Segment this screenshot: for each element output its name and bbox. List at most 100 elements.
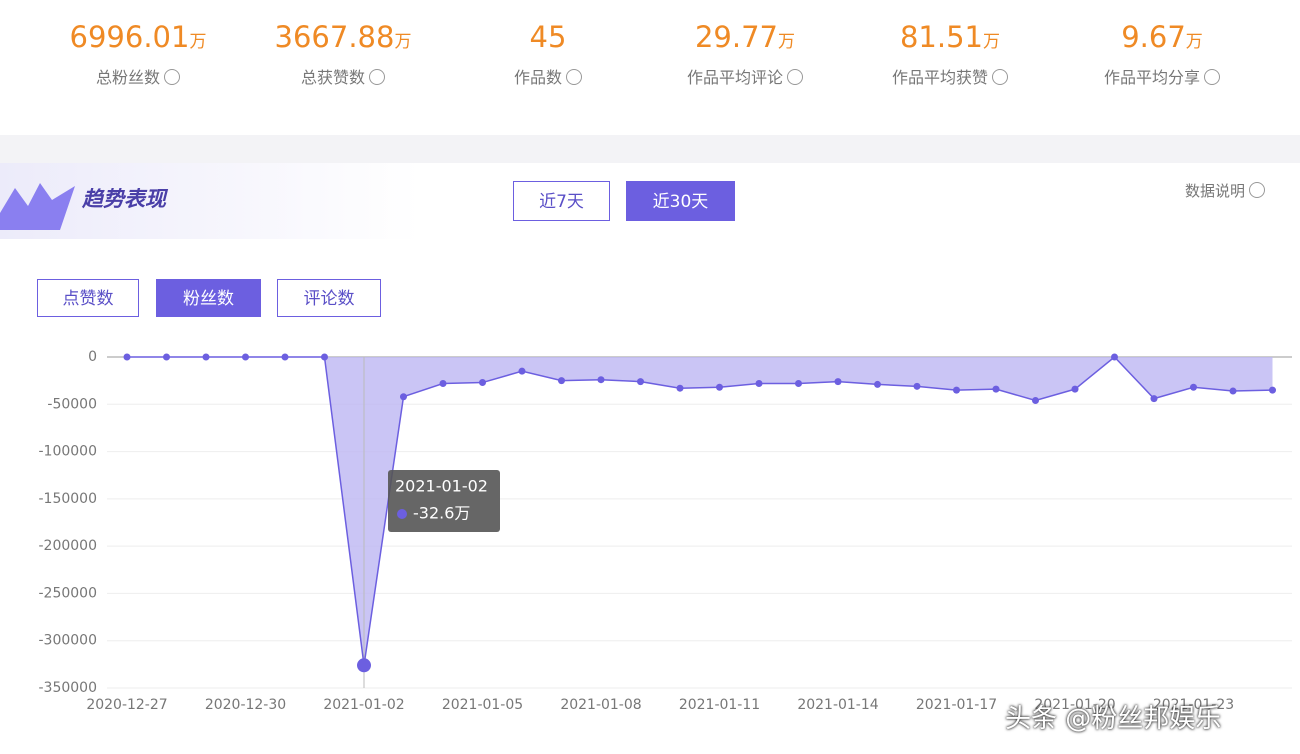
point — [597, 376, 605, 384]
stat: 29.77万作品平均评论 — [645, 20, 845, 88]
point — [163, 353, 170, 361]
stat: 6996.01万总粉丝数 — [38, 20, 238, 88]
x-tick-label: 2020-12-30 — [205, 697, 286, 713]
stat-value-row: 45 — [448, 20, 648, 54]
stat-value-row: 6996.01万 — [38, 20, 238, 54]
point — [518, 367, 526, 375]
stat-label-row: 总获赞数 — [243, 64, 443, 88]
x-tick-label: 2021-01-11 — [679, 697, 760, 713]
stat-unit: 万 — [778, 32, 796, 52]
y-tick-label: 0 — [88, 349, 97, 365]
stat-unit: 万 — [189, 32, 207, 52]
x-tick-label: 2021-01-08 — [560, 697, 641, 713]
line — [127, 355, 1273, 666]
stat-value: 6996.01 — [69, 20, 190, 54]
stat-value: 9.67 — [1121, 20, 1186, 54]
point — [795, 379, 802, 387]
point — [676, 384, 684, 392]
stat-label: 作品平均评论 — [686, 68, 783, 87]
stat-label: 作品平均分享 — [1103, 68, 1200, 87]
x-tick-label: 2021-01-17 — [916, 697, 997, 713]
help-icon — [164, 69, 180, 85]
point — [637, 378, 644, 386]
stat-value-row: 3667.88万 — [243, 20, 443, 54]
stat-unit: 万 — [983, 32, 1001, 52]
help-icon — [566, 69, 582, 85]
point — [834, 378, 842, 386]
y-tick-label: -350000 — [39, 680, 98, 696]
tooltip-value: -32.6万 — [413, 504, 470, 523]
point — [1111, 353, 1118, 361]
stat-value: 45 — [529, 20, 567, 54]
point — [755, 379, 763, 387]
watermark: 头条 @粉丝邦娱乐 — [1005, 704, 1222, 734]
help-icon — [1204, 69, 1220, 85]
y-tick-label: -300000 — [39, 633, 98, 649]
point — [123, 353, 131, 361]
x-tick-label: 2021-01-05 — [442, 697, 523, 713]
stat-label: 作品平均获赞 — [891, 68, 988, 87]
point — [400, 393, 407, 401]
stat-unit: 万 — [1185, 32, 1203, 52]
point — [281, 353, 289, 361]
divider — [0, 135, 1300, 163]
stat-label-row: 作品平均评论 — [645, 64, 845, 88]
y-tick-label: -250000 — [39, 585, 98, 601]
point — [558, 377, 565, 385]
help-icon — [369, 69, 385, 85]
x-tick-label: 2021-01-20 — [1034, 697, 1115, 713]
y-tick-label: -150000 — [39, 491, 98, 507]
point — [1229, 387, 1237, 395]
help-icon — [992, 69, 1008, 85]
y-tick-label: -100000 — [39, 444, 98, 460]
y-tick-label: -50000 — [47, 396, 97, 412]
stat-label: 作品数 — [513, 68, 562, 87]
stat: 81.51万作品平均获赞 — [850, 20, 1050, 88]
stat-value: 81.51 — [899, 20, 984, 54]
area — [127, 357, 1273, 666]
point — [953, 386, 960, 394]
point — [202, 353, 210, 361]
x-tick-label: 2021-01-14 — [797, 697, 878, 713]
stat-label-row: 作品平均获赞 — [850, 64, 1050, 88]
point — [992, 385, 1000, 393]
stat-unit: 万 — [394, 32, 412, 52]
stat-label: 总粉丝数 — [95, 68, 160, 87]
help-icon — [1249, 182, 1266, 198]
stat-value: 3667.88 — [274, 20, 395, 54]
stat-value-row: 29.77万 — [645, 20, 845, 54]
range-button[interactable]: 近7天 — [513, 181, 610, 221]
stat-value-row: 81.51万 — [850, 20, 1050, 54]
y-tick-label: -200000 — [39, 538, 98, 554]
x-tick-label: 2021-01-23 — [1153, 697, 1234, 713]
metric-button[interactable]: 粉丝数 — [156, 279, 261, 317]
stat-value: 29.77 — [694, 20, 779, 54]
x-tick-label: 2020-12-27 — [86, 697, 167, 713]
point — [1032, 397, 1039, 405]
metric-button[interactable]: 点赞数 — [37, 279, 139, 317]
point — [913, 382, 921, 390]
point — [357, 658, 371, 673]
stats-row: 6996.01万 总粉丝数 3667.88万 总获赞数 45 作品数 29.77万 作品平均评… — [0, 0, 1300, 135]
point — [1150, 395, 1158, 403]
help-link[interactable]: 数据说明 — [1185, 180, 1266, 201]
point — [242, 353, 249, 361]
stat-label: 总获赞数 — [300, 68, 365, 87]
stat: 45 作品数 — [448, 20, 648, 88]
tooltip — [388, 470, 500, 532]
stat: 3667.88万总获赞数 — [243, 20, 443, 88]
x-tick-label: 2021-01-02 — [323, 697, 404, 713]
stat-label-row: 作品平均分享 — [1062, 64, 1262, 88]
help-text: 数据说明 — [1185, 182, 1246, 200]
metric-button[interactable]: 评论数 — [277, 279, 381, 317]
point — [1190, 383, 1197, 391]
point — [1269, 386, 1276, 394]
range-button[interactable]: 近30天 — [626, 181, 735, 221]
section-title: 趋势表现 — [82, 187, 166, 211]
tooltip-dot — [397, 509, 407, 519]
stat: 9.67万作品平均分享 — [1062, 20, 1262, 88]
help-icon — [787, 69, 803, 85]
point — [479, 379, 486, 387]
section-header: 趋势表现 — [0, 163, 420, 239]
